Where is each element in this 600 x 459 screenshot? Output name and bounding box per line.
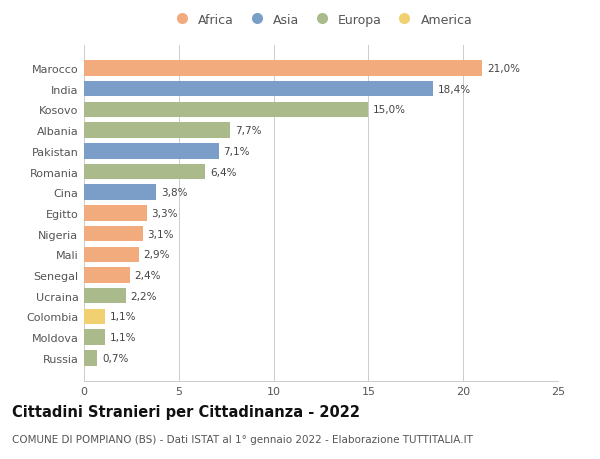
Bar xyxy=(84,82,433,97)
Bar xyxy=(84,309,105,325)
Bar xyxy=(84,123,230,139)
Text: 21,0%: 21,0% xyxy=(487,64,520,74)
Bar xyxy=(84,144,218,159)
Text: 7,7%: 7,7% xyxy=(235,126,261,136)
Text: 2,2%: 2,2% xyxy=(130,291,157,301)
Text: 2,4%: 2,4% xyxy=(134,270,161,280)
Bar xyxy=(84,350,97,366)
Legend: Africa, Asia, Europa, America: Africa, Asia, Europa, America xyxy=(164,9,478,32)
Text: COMUNE DI POMPIANO (BS) - Dati ISTAT al 1° gennaio 2022 - Elaborazione TUTTITALI: COMUNE DI POMPIANO (BS) - Dati ISTAT al … xyxy=(12,434,473,444)
Text: 7,1%: 7,1% xyxy=(223,146,250,157)
Text: 1,1%: 1,1% xyxy=(110,332,136,342)
Text: 18,4%: 18,4% xyxy=(437,84,471,95)
Text: 6,4%: 6,4% xyxy=(210,167,236,177)
Text: 0,7%: 0,7% xyxy=(102,353,128,363)
Bar xyxy=(84,102,368,118)
Text: 15,0%: 15,0% xyxy=(373,105,406,115)
Text: 3,8%: 3,8% xyxy=(161,188,187,198)
Text: 1,1%: 1,1% xyxy=(110,312,136,322)
Bar xyxy=(84,288,126,304)
Bar xyxy=(84,226,143,242)
Bar xyxy=(84,61,482,77)
Text: Cittadini Stranieri per Cittadinanza - 2022: Cittadini Stranieri per Cittadinanza - 2… xyxy=(12,404,360,419)
Bar xyxy=(84,206,146,221)
Text: 3,1%: 3,1% xyxy=(148,229,174,239)
Text: 3,3%: 3,3% xyxy=(151,208,178,218)
Bar xyxy=(84,247,139,263)
Bar xyxy=(84,268,130,283)
Bar xyxy=(84,330,105,345)
Bar xyxy=(84,185,156,201)
Text: 2,9%: 2,9% xyxy=(144,250,170,260)
Bar xyxy=(84,164,205,180)
